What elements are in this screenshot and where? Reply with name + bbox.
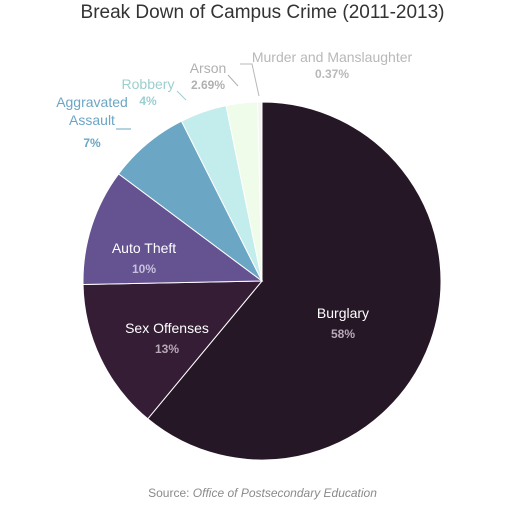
slice-label-aggravated-assault-line-1: Aggravated [56, 94, 128, 110]
chart-title: Break Down of Campus Crime (2011-2013) [80, 2, 445, 23]
slice-value-burglary: 58% [331, 327, 355, 341]
slice-label-burglary: Burglary [317, 305, 369, 321]
slice-label-murder-and-manslaughter: Murder and Manslaughter [252, 49, 413, 65]
leader-line-arson [227, 74, 239, 87]
slice-label-arson: Arson [190, 60, 227, 76]
leader-line-murder-and-manslaughter [240, 63, 260, 97]
slice-label-sex-offenses: Sex Offenses [125, 320, 209, 336]
pie-slice-burglary[interactable] [147, 101, 442, 461]
source-prefix: Source: [148, 486, 193, 500]
slice-value-murder-and-manslaughter: 0.37% [315, 67, 349, 81]
pie-slice-murder-and-manslaughter[interactable] [257, 101, 263, 282]
slice-value-auto-theft: 10% [132, 262, 156, 276]
slice-value-sex-offenses: 13% [155, 342, 179, 356]
slice-label-robbery: Robbery [122, 76, 175, 92]
slice-value-robbery: 4% [139, 94, 157, 108]
leader-line-robbery [176, 90, 187, 101]
source-note: Source: Office of Postsecondary Educatio… [0, 486, 525, 500]
source-name: Office of Postsecondary Education [192, 486, 377, 500]
slice-value-aggravated-assault: 7% [83, 136, 101, 150]
pie-slice-sex-offenses[interactable] [82, 280, 264, 420]
slice-label-aggravated-assault-line-2: Assault [69, 112, 115, 128]
slice-value-arson: 2.69% [191, 78, 225, 92]
slice-label-auto-theft: Auto Theft [112, 240, 176, 256]
pie-slice-auto-theft[interactable] [82, 173, 264, 285]
